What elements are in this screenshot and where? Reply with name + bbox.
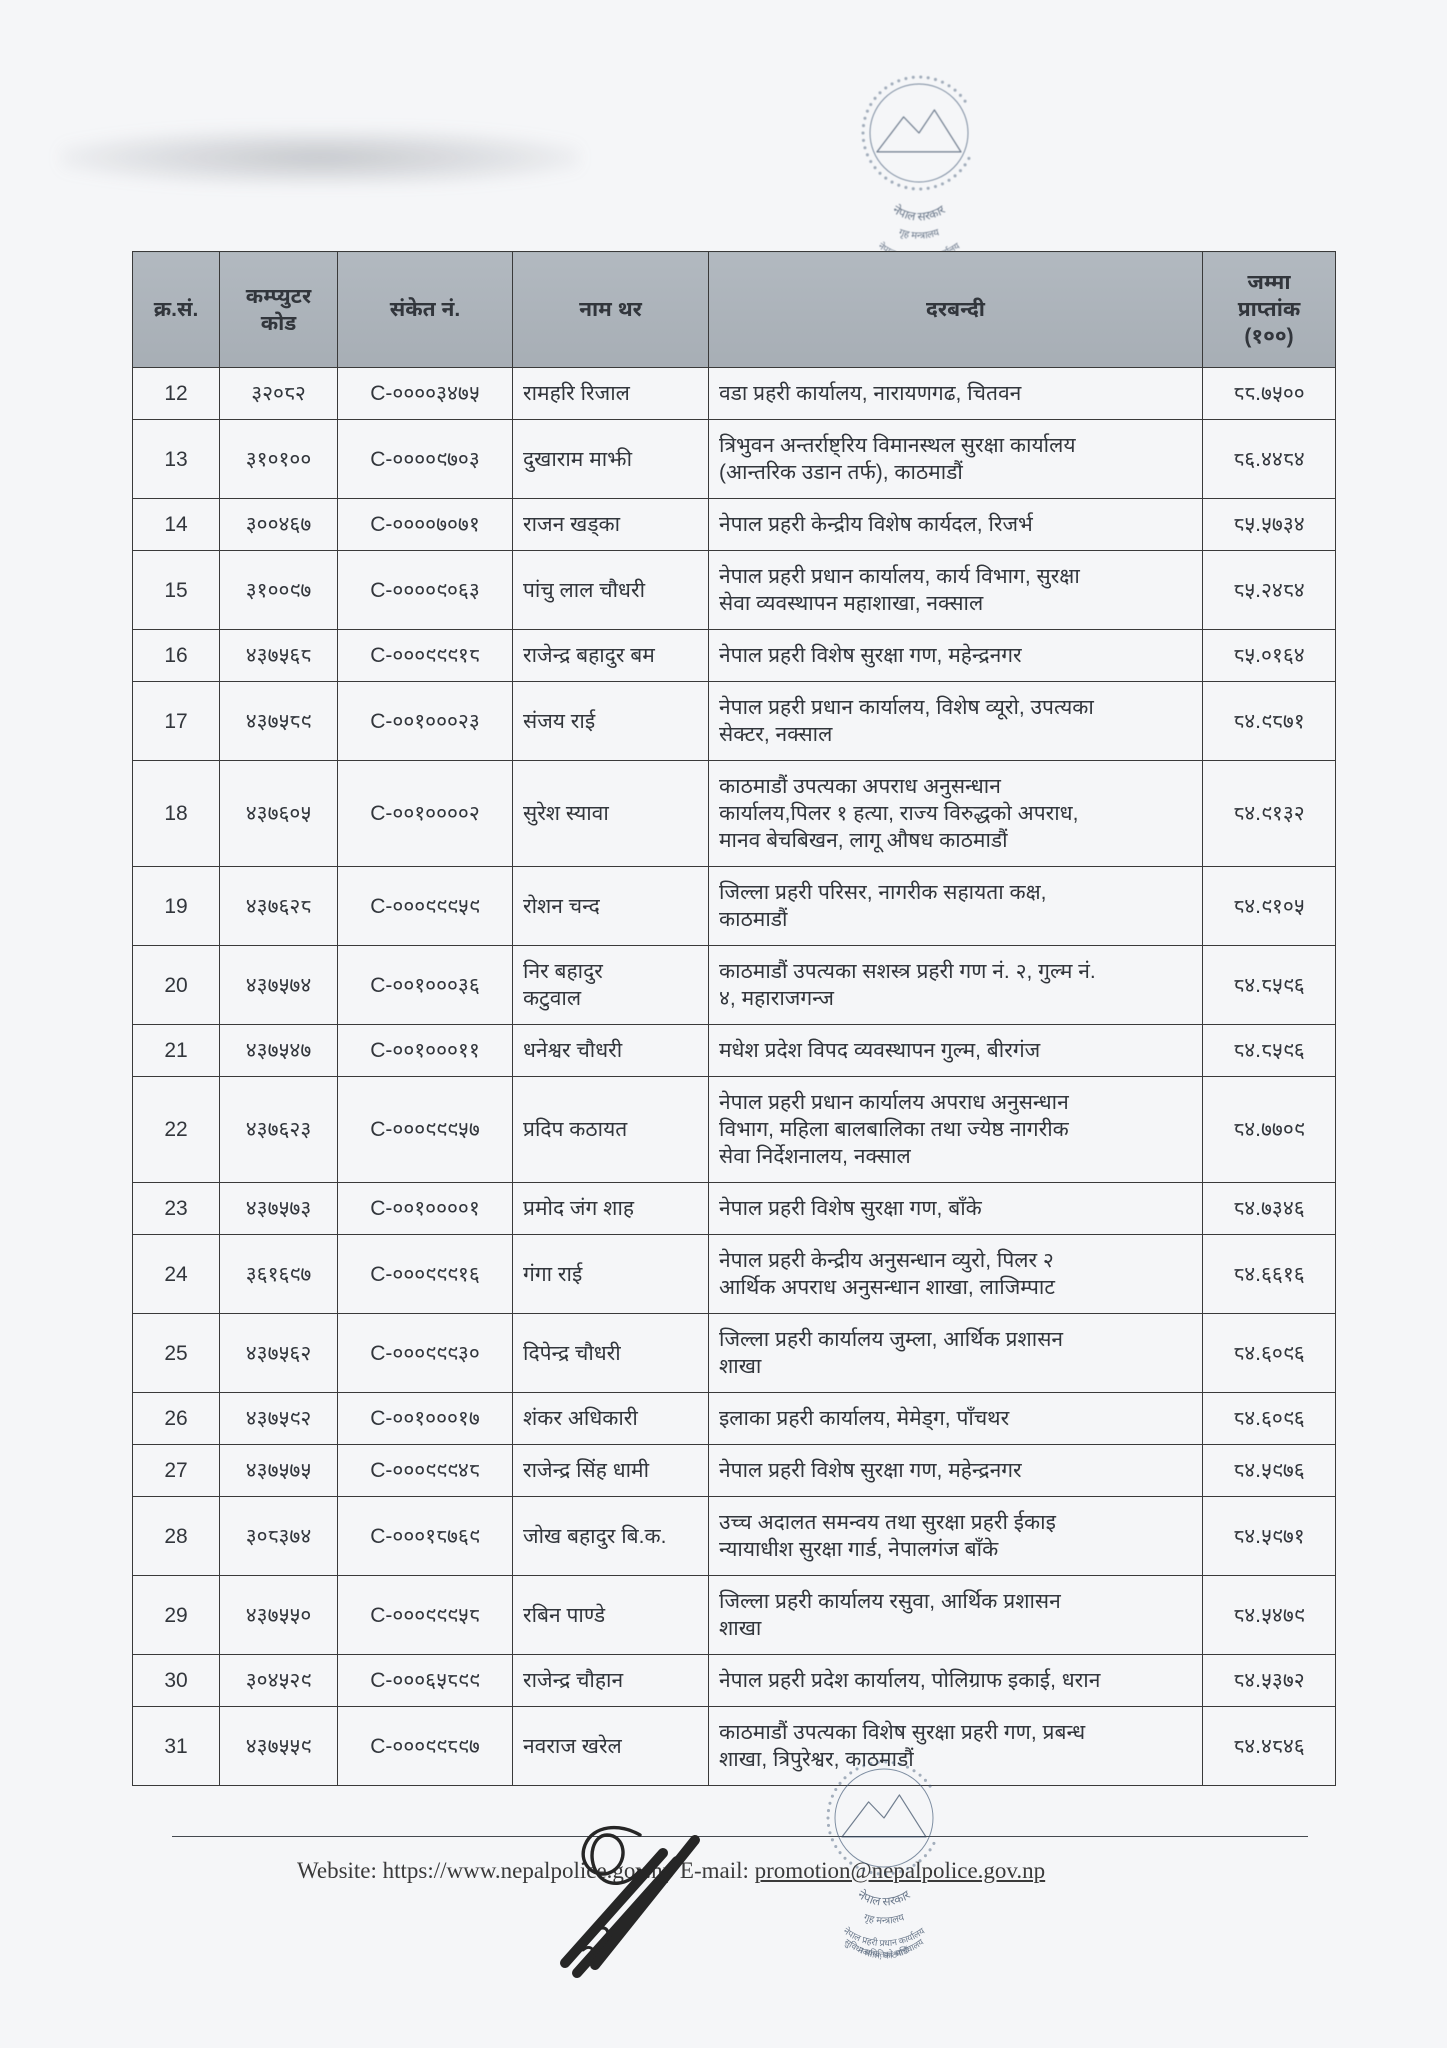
svg-text:नेपाल सरकार: नेपाल सरकार	[889, 202, 949, 226]
svg-text:गृह मन्त्रालय: गृह मन्त्रालय	[862, 1911, 907, 1928]
svg-text:गृह मन्त्रालय: गृह मन्त्रालय	[897, 226, 942, 243]
svg-text:नेपाल सरकार: नेपाल सरकार	[854, 1887, 914, 1911]
